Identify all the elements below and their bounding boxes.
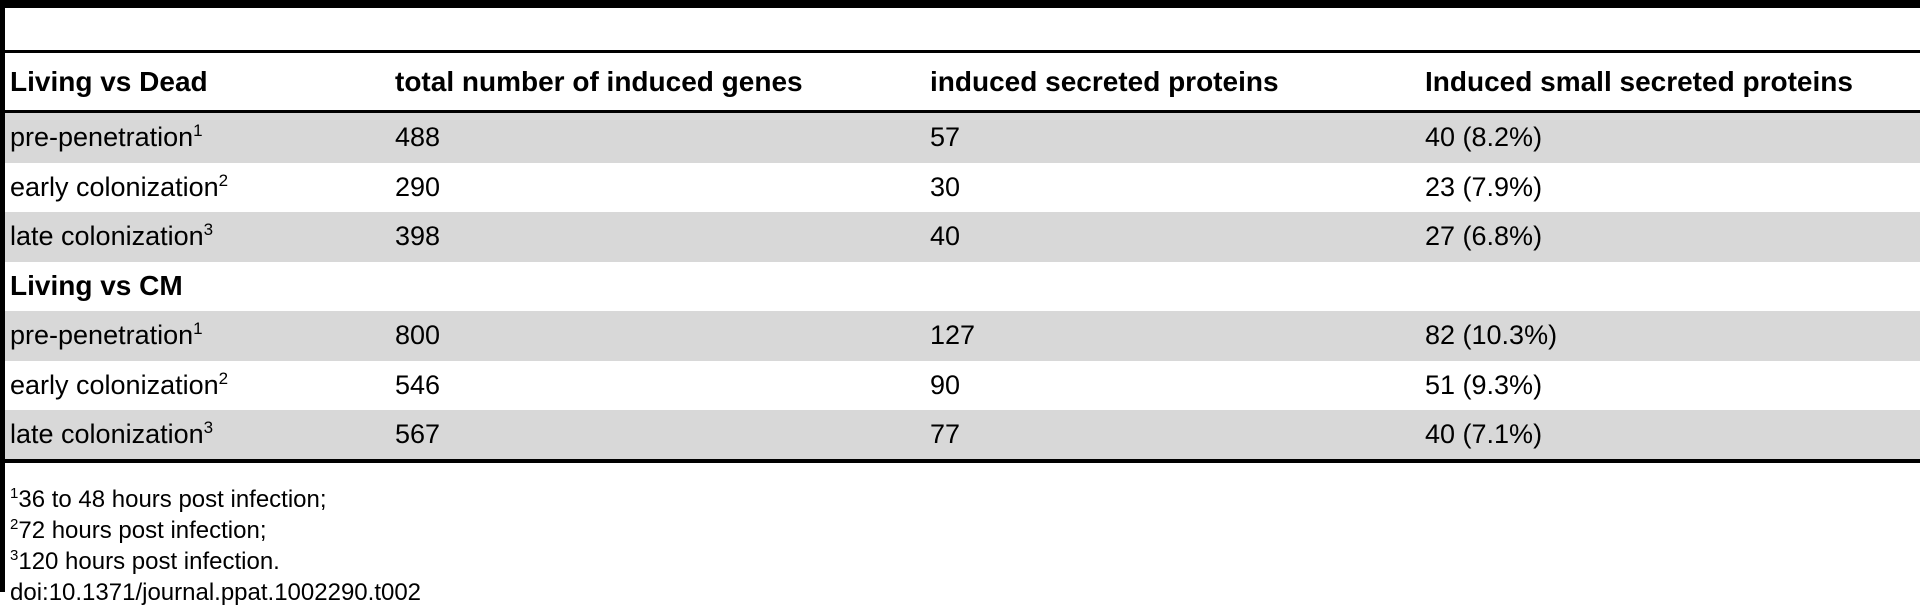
doi-line: doi:10.1371/journal.ppat.1002290.t002 [10,579,422,606]
footnote-text: 36 to 48 hours post infection; [18,486,327,513]
rule-below-table [0,459,1920,463]
footnote-marker: 1 [193,122,203,141]
table-row: late colonization3 398 40 27 (6.8%) [0,212,1920,262]
row-label-cell: early colonization2 [10,370,395,401]
footnote-marker: 1 [193,320,203,339]
column-header-total-genes: total number of induced genes [395,65,803,97]
cell-small-secreted-proteins: 51 (9.3%) [1425,369,1543,400]
row-label: late colonization [10,221,204,252]
cell-total-genes: 567 [395,419,441,450]
cell-small-secreted-proteins: 40 (7.1%) [1425,419,1543,450]
footnote-marker: 1 [10,485,19,502]
row-label-cell: late colonization3 [10,221,395,252]
cell-small-secreted-proteins: 23 (7.9%) [1425,171,1543,202]
table-row: pre-penetration1 488 57 40 (8.2%) [0,113,1920,163]
column-header-small-secreted-proteins: Induced small secreted proteins [1425,65,1853,97]
table-section-row: Living vs CM [0,261,1920,311]
cell-small-secreted-proteins: 27 (6.8%) [1425,221,1543,252]
table-row: pre-penetration1 800 127 82 (10.3%) [0,311,1920,361]
row-label: pre-penetration [10,320,194,351]
footnote-line: 3120 hours post infection. [10,546,421,577]
rule-above-header [0,50,1920,53]
column-header-secreted-proteins: induced secreted proteins [930,65,1279,97]
footnote-marker: 3 [203,419,214,438]
cell-secreted-proteins: 77 [930,419,961,450]
cell-total-genes: 800 [395,320,441,351]
table-row: early colonization2 290 30 23 (7.9%) [0,163,1920,213]
cell-secreted-proteins: 30 [930,171,961,202]
table-header-row: Living vs Dead total number of induced g… [0,53,1920,110]
table-footnotes: 136 to 48 hours post infection; 272 hour… [10,484,421,608]
section-header: Living vs CM [10,270,183,302]
cell-secreted-proteins: 90 [930,369,961,400]
footnote-marker: 3 [10,547,19,564]
column-header-group: Living vs Dead [10,65,208,97]
cell-total-genes: 398 [395,221,441,252]
footnote-marker: 3 [203,221,214,240]
cell-total-genes: 546 [395,369,441,400]
rule-below-header [0,110,1920,113]
row-label-cell: pre-penetration1 [10,320,395,351]
footnote-line: 136 to 48 hours post infection; [10,484,421,515]
row-label-cell: late colonization3 [10,419,395,450]
footnote-marker: 2 [218,171,229,190]
cell-total-genes: 290 [395,171,441,202]
row-label: late colonization [10,419,204,450]
cell-secreted-proteins: 40 [930,221,961,252]
row-label: early colonization [10,369,219,400]
cell-small-secreted-proteins: 82 (10.3%) [1425,320,1558,351]
footnote-marker: 2 [10,516,19,533]
footnote-line: 272 hours post infection; [10,515,421,546]
table-top-bar [0,0,1920,8]
table-row: late colonization3 567 77 40 (7.1%) [0,410,1920,460]
table-left-edge-bar [0,0,5,592]
footnote-marker: 2 [218,369,229,388]
row-label-cell: pre-penetration1 [10,122,395,153]
cell-secreted-proteins: 57 [930,122,961,153]
cell-secreted-proteins: 127 [930,320,976,351]
footnote-text: 72 hours post infection; [18,517,267,544]
row-label-cell: early colonization2 [10,172,395,203]
footnote-text: 120 hours post infection. [18,548,280,575]
row-label: early colonization [10,171,219,202]
table-body: pre-penetration1 488 57 40 (8.2%) early … [0,113,1920,460]
row-label: pre-penetration [10,122,194,153]
cell-small-secreted-proteins: 40 (8.2%) [1425,122,1543,153]
cell-total-genes: 488 [395,122,441,153]
table-row: early colonization2 546 90 51 (9.3%) [0,361,1920,411]
